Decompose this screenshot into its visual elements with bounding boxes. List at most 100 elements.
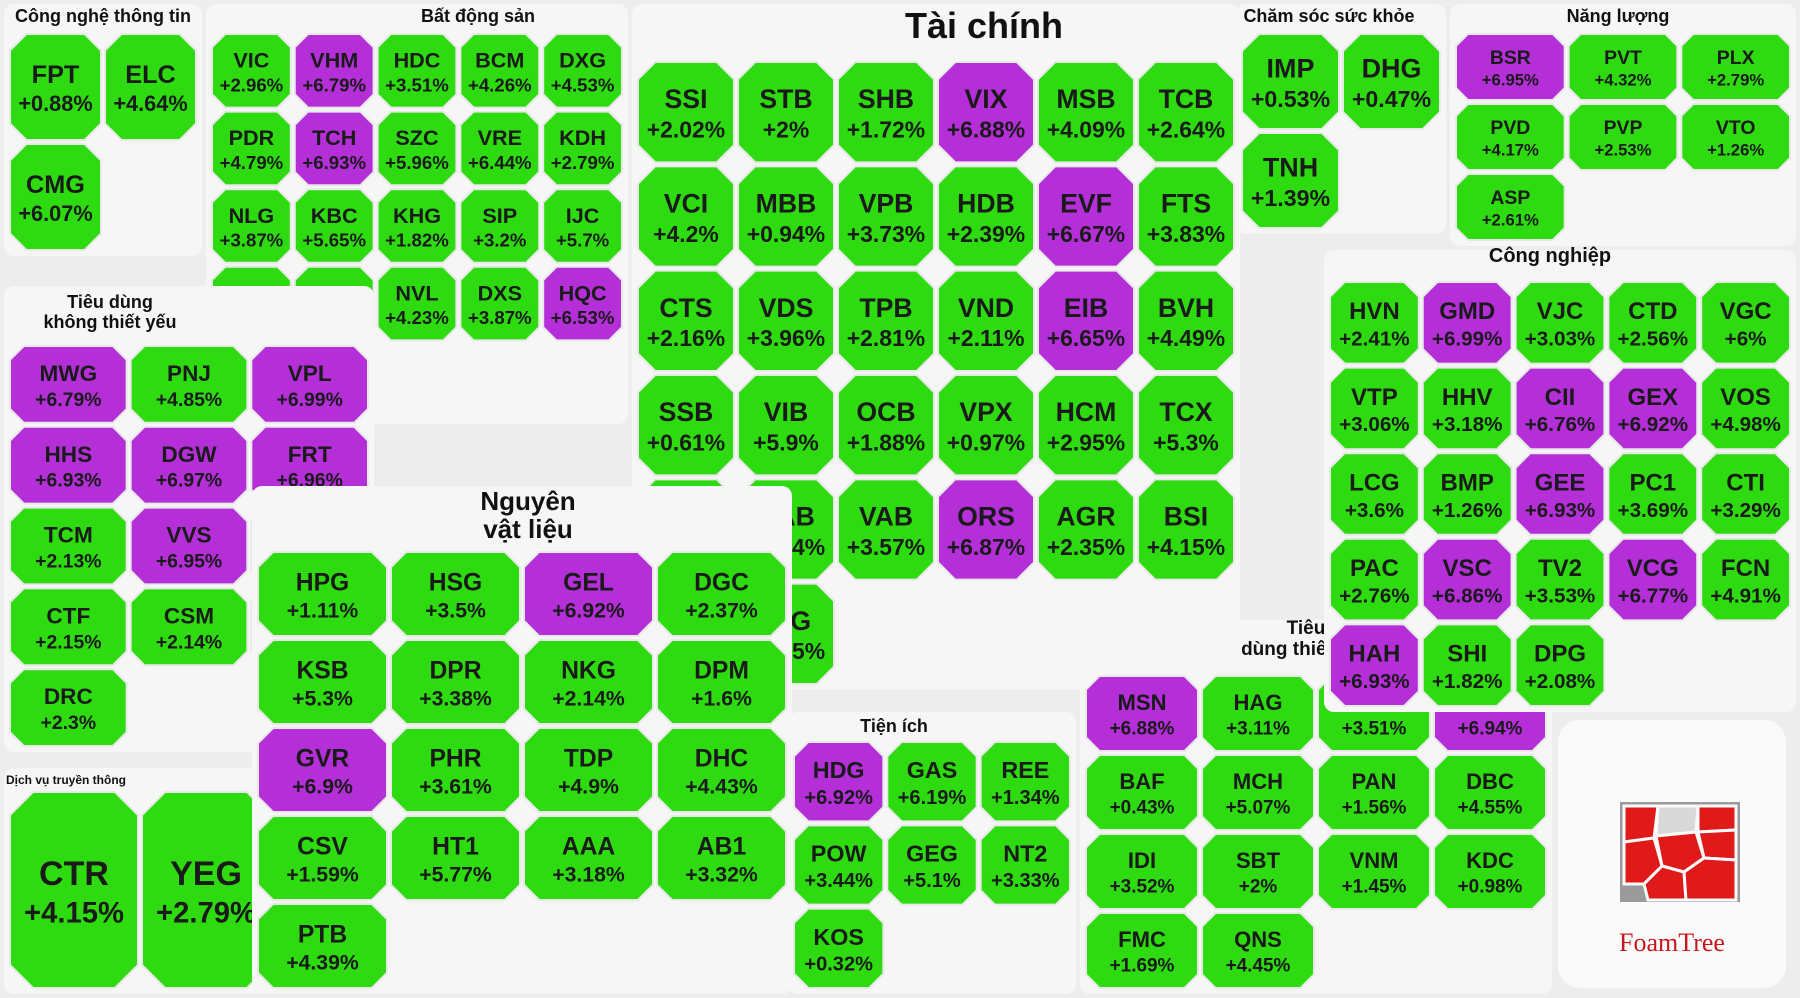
stock-cell-asp[interactable]: ASP+2.61% xyxy=(1455,173,1566,241)
stock-cell-ht1[interactable]: HT1+5.77% xyxy=(390,815,521,901)
stock-cell-pvd[interactable]: PVD+4.17% xyxy=(1455,103,1566,171)
stock-cell-vds[interactable]: VDS+3.96% xyxy=(737,269,835,372)
stock-cell-vpb[interactable]: VPB+3.73% xyxy=(837,165,935,268)
stock-cell-vhm[interactable]: VHM+6.79% xyxy=(293,33,375,109)
stock-cell-ctr[interactable]: CTR +4.15% xyxy=(9,791,139,989)
stock-cell-vtp[interactable]: VTP+3.06% xyxy=(1329,366,1420,451)
stock-cell-vto[interactable]: VTO+1.26% xyxy=(1680,103,1791,171)
stock-cell-qns[interactable]: QNS +4.45% xyxy=(1201,912,1315,989)
stock-cell-ssi[interactable]: SSI +2.02% xyxy=(637,61,735,164)
stock-cell-ssb[interactable]: SSB +0.61% xyxy=(637,374,735,477)
stock-cell-ocb[interactable]: OCB +1.88% xyxy=(837,374,935,477)
stock-cell-hvn[interactable]: HVN +2.41% xyxy=(1329,281,1420,365)
stock-cell-shb[interactable]: SHB +1.72% xyxy=(837,61,935,164)
stock-cell-mbb[interactable]: MBB+0.94% xyxy=(737,165,835,268)
stock-cell-vpl[interactable]: VPL +6.99% xyxy=(250,345,369,424)
stock-cell-hdb[interactable]: HDB+2.39% xyxy=(937,165,1035,268)
stock-cell-dpr[interactable]: DPR+3.38% xyxy=(390,639,521,725)
stock-cell-vnd[interactable]: VND+2.11% xyxy=(937,269,1035,372)
stock-cell-vci[interactable]: VCI+4.2% xyxy=(637,165,735,268)
stock-cell-szc[interactable]: SZC+5.96% xyxy=(376,110,458,187)
stock-cell-mwg[interactable]: MWG +6.79% xyxy=(9,345,128,424)
stock-cell-vpx[interactable]: VPX +0.97% xyxy=(937,374,1035,477)
stock-cell-gas[interactable]: GAS +6.19% xyxy=(886,741,978,823)
stock-cell-hsg[interactable]: HSG+3.5% xyxy=(390,551,521,637)
stock-cell-bcm[interactable]: BCM+4.26% xyxy=(459,33,541,109)
stock-cell-idi[interactable]: IDI +3.52% xyxy=(1085,833,1199,910)
stock-cell-pow[interactable]: POW +3.44% xyxy=(793,824,885,906)
stock-cell-fcn[interactable]: FCN+4.91% xyxy=(1700,537,1791,622)
stock-cell-dxg[interactable]: DXG+4.53% xyxy=(542,33,623,109)
stock-cell-evf[interactable]: EVF+6.67% xyxy=(1037,165,1135,268)
stock-cell-dgc[interactable]: DGC+2.37% xyxy=(656,551,787,637)
stock-cell-dhc[interactable]: DHC+4.43% xyxy=(656,727,787,813)
stock-cell-geg[interactable]: GEG +5.1% xyxy=(886,824,978,906)
stock-cell-gex[interactable]: GEX+6.92% xyxy=(1607,366,1699,451)
stock-cell-vib[interactable]: VIB +5.9% xyxy=(737,374,835,477)
stock-cell-khg[interactable]: KHG+1.82% xyxy=(376,188,458,264)
stock-cell-ree[interactable]: REE +1.34% xyxy=(979,741,1071,823)
stock-cell-vab[interactable]: VAB+3.57% xyxy=(837,478,935,581)
stock-cell-vic[interactable]: VIC+2.96% xyxy=(211,33,292,109)
stock-cell-vvs[interactable]: VVS+6.95% xyxy=(129,506,249,586)
stock-cell-hhs[interactable]: HHS +6.93% xyxy=(9,425,128,505)
stock-cell-bsi[interactable]: BSI+4.15% xyxy=(1137,478,1235,581)
stock-cell-tcm[interactable]: TCM+2.13% xyxy=(9,506,128,586)
stock-cell-msn[interactable]: MSN +6.88% xyxy=(1085,675,1199,752)
stock-cell-vsc[interactable]: VSC+6.86% xyxy=(1421,537,1513,622)
stock-cell-pvt[interactable]: PVT+4.32% xyxy=(1567,33,1679,101)
stock-cell-ctd[interactable]: CTD +2.56% xyxy=(1607,281,1699,365)
stock-cell-tpb[interactable]: TPB+2.81% xyxy=(837,269,935,372)
stock-cell-mch[interactable]: MCH +5.07% xyxy=(1201,754,1315,831)
stock-cell-tch[interactable]: TCH+6.93% xyxy=(293,110,375,187)
stock-cell-tcx[interactable]: TCX +5.3% xyxy=(1137,374,1235,477)
stock-cell-pan[interactable]: PAN +1.56% xyxy=(1317,754,1431,831)
stock-cell-hag[interactable]: HAG +3.11% xyxy=(1201,675,1315,752)
stock-cell-imp[interactable]: IMP +0.53% xyxy=(1241,33,1340,130)
stock-cell-lcg[interactable]: LCG +3.6% xyxy=(1329,452,1420,536)
stock-cell-sbt[interactable]: SBT +2% xyxy=(1201,833,1315,910)
stock-cell-msb[interactable]: MSB +4.09% xyxy=(1037,61,1135,164)
stock-cell-fpt[interactable]: FPT+0.88% xyxy=(9,33,102,141)
stock-cell-cts[interactable]: CTS+2.16% xyxy=(637,269,735,372)
stock-cell-nkg[interactable]: NKG+2.14% xyxy=(523,639,654,725)
stock-cell-hdc[interactable]: HDC+3.51% xyxy=(376,33,458,109)
stock-cell-sip[interactable]: SIP+3.2% xyxy=(459,188,541,264)
stock-cell-hdg[interactable]: HDG +6.92% xyxy=(793,741,885,823)
stock-cell-vix[interactable]: VIX +6.88% xyxy=(937,61,1035,164)
stock-cell-plx[interactable]: PLX+2.79% xyxy=(1680,33,1791,101)
stock-cell-hah[interactable]: HAH+6.93% xyxy=(1329,623,1420,707)
stock-cell-cti[interactable]: CTI +3.29% xyxy=(1700,452,1791,536)
stock-cell-bsr[interactable]: BSR+6.95% xyxy=(1455,33,1566,101)
stock-cell-gvr[interactable]: GVR+6.9% xyxy=(257,727,388,813)
stock-cell-dxs[interactable]: DXS+3.87% xyxy=(459,265,541,342)
stock-cell-drc[interactable]: DRC +2.3% xyxy=(9,668,128,747)
stock-cell-ctf[interactable]: CTF +2.15% xyxy=(9,587,128,667)
stock-cell-fts[interactable]: FTS+3.83% xyxy=(1137,165,1235,268)
stock-cell-yeg[interactable]: YEG +2.79% xyxy=(141,791,271,989)
stock-cell-phr[interactable]: PHR+3.61% xyxy=(390,727,521,813)
stock-cell-nt2[interactable]: NT2 +3.33% xyxy=(979,824,1071,906)
stock-cell-vgc[interactable]: VGC +6% xyxy=(1700,281,1791,365)
stock-cell-nlg[interactable]: NLG+3.87% xyxy=(211,188,292,264)
stock-cell-baf[interactable]: BAF +0.43% xyxy=(1085,754,1199,831)
stock-cell-kdc[interactable]: KDC +0.98% xyxy=(1433,833,1547,910)
stock-cell-ptb[interactable]: PTB+4.39% xyxy=(257,903,388,989)
stock-cell-fmc[interactable]: FMC +1.69% xyxy=(1085,912,1199,989)
stock-cell-csm[interactable]: CSM +2.14% xyxy=(129,587,249,667)
stock-cell-dpg[interactable]: DPG+2.08% xyxy=(1514,623,1606,707)
stock-cell-pdr[interactable]: PDR+4.79% xyxy=(211,110,292,187)
stock-cell-ijc[interactable]: IJC+5.7% xyxy=(542,188,623,264)
stock-cell-vos[interactable]: VOS+4.98% xyxy=(1700,366,1791,451)
stock-cell-dhg[interactable]: DHG +0.47% xyxy=(1342,33,1441,130)
stock-cell-tdp[interactable]: TDP+4.9% xyxy=(523,727,654,813)
stock-cell-stb[interactable]: STB +2% xyxy=(737,61,835,164)
stock-cell-bmp[interactable]: BMP +1.26% xyxy=(1421,452,1513,536)
stock-cell-tv2[interactable]: TV2+3.53% xyxy=(1514,537,1606,622)
stock-cell-shi[interactable]: SHI+1.82% xyxy=(1421,623,1513,707)
stock-cell-kdh[interactable]: KDH+2.79% xyxy=(542,110,623,187)
stock-cell-hpg[interactable]: HPG+1.11% xyxy=(257,551,388,637)
stock-cell-hqc[interactable]: HQC+6.53% xyxy=(542,265,623,342)
stock-cell-gel[interactable]: GEL+6.92% xyxy=(523,551,654,637)
stock-cell-agr[interactable]: AGR+2.35% xyxy=(1037,478,1135,581)
